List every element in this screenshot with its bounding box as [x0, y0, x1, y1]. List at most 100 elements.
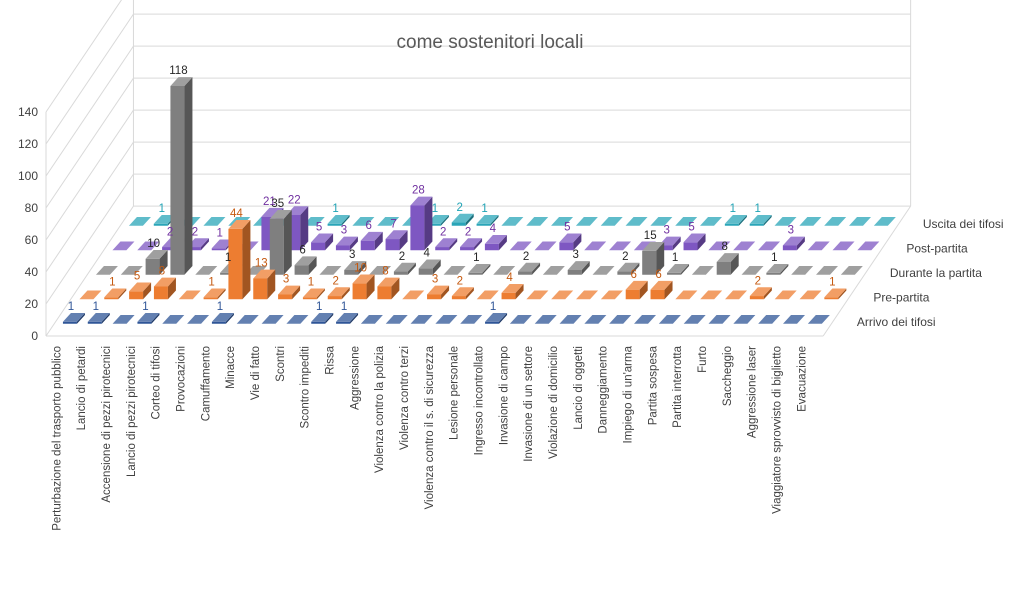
- data-label: 5: [316, 221, 322, 233]
- bar-top-face: [410, 314, 433, 324]
- bar-side-face: [325, 233, 334, 251]
- bar-side-face: [664, 280, 673, 300]
- bar: [162, 314, 185, 324]
- data-label: 1: [225, 252, 231, 264]
- bar: [733, 241, 756, 251]
- bar-top-face: [600, 290, 623, 300]
- data-label: 2: [440, 226, 446, 238]
- data-label: 2: [192, 226, 198, 238]
- category-label: Lancio di oggetti: [573, 346, 585, 430]
- bar: [741, 265, 764, 275]
- bar-top-face: [203, 288, 226, 298]
- bar: [402, 290, 425, 300]
- bar-front-face: [336, 321, 351, 324]
- bar-side-face: [581, 261, 590, 275]
- bar-front-face: [145, 258, 160, 275]
- bar-side-face: [482, 263, 491, 275]
- bar-top-face: [791, 265, 814, 275]
- bar-top-face: [286, 314, 309, 324]
- bar: [485, 312, 508, 324]
- bar-top-face: [451, 287, 474, 297]
- bar-top-face: [584, 314, 607, 324]
- data-label: 22: [288, 194, 301, 206]
- category-label: Lancio di petardi: [76, 346, 88, 430]
- bar-front-face: [782, 245, 797, 251]
- data-label: 3: [788, 225, 794, 237]
- bar-top-face: [625, 280, 648, 290]
- bar-side-face: [465, 287, 474, 300]
- series-label: Post-partita: [906, 241, 968, 255]
- bar-side-face: [76, 312, 85, 324]
- bar-top-face: [600, 216, 623, 226]
- data-label: 6: [655, 269, 661, 281]
- category-label: Viaggiatore sprovvisto di biglietto: [771, 346, 783, 514]
- bar-top-face: [402, 290, 425, 300]
- bar: [650, 216, 673, 226]
- category-label: Violenza contro terzi: [399, 346, 411, 450]
- bar-top-face: [443, 265, 466, 275]
- bar: [534, 241, 557, 251]
- bar: [120, 265, 143, 275]
- bar-top-face: [460, 314, 483, 324]
- bar: [609, 241, 632, 251]
- bar: [667, 263, 690, 275]
- bar-top-face: [418, 259, 441, 269]
- data-label: 1: [481, 203, 487, 215]
- bar-top-face: [873, 216, 896, 226]
- side-gridline: [45, 205, 134, 337]
- bar-top-face: [824, 288, 847, 298]
- series-label: Durante la partita: [890, 266, 982, 280]
- bar-side-face: [399, 230, 408, 251]
- bar: [783, 314, 806, 324]
- z-tick-label: 100: [18, 169, 38, 183]
- bar: [128, 216, 151, 226]
- bar-front-face: [468, 272, 483, 275]
- floor-right-edge: [822, 205, 912, 337]
- bar-front-face: [642, 250, 657, 275]
- z-tick-label: 60: [25, 233, 39, 247]
- bar-side-face: [101, 312, 110, 324]
- bar-front-face: [153, 286, 168, 300]
- bar-front-face: [567, 269, 582, 275]
- bar-top-face: [261, 314, 284, 324]
- category-label: Violenza contro la polizia: [374, 345, 386, 473]
- bar-front-face: [484, 243, 499, 251]
- bar-top-face: [542, 265, 565, 275]
- data-label: 1: [332, 203, 338, 215]
- bar: [725, 290, 748, 300]
- data-label: 1: [217, 301, 223, 313]
- bar: [675, 216, 698, 226]
- data-label: 1: [730, 203, 736, 215]
- series-label: Uscita dei tifosi: [923, 217, 1004, 231]
- bar-top-face: [369, 265, 392, 275]
- bar-top-face: [749, 287, 772, 297]
- bar: [600, 290, 623, 300]
- bar-top-face: [79, 290, 102, 300]
- bar-front-face: [335, 245, 350, 251]
- bar: [551, 290, 574, 300]
- data-label: 44: [230, 208, 243, 220]
- bar-side-face: [292, 285, 301, 300]
- data-label: 7: [390, 218, 396, 230]
- bar-front-face: [211, 248, 226, 251]
- bar-top-face: [377, 277, 400, 287]
- bar: [617, 262, 640, 275]
- bar-top-face: [501, 216, 524, 226]
- bar-top-face: [393, 262, 416, 272]
- bar-side-face: [440, 214, 449, 226]
- bar-side-face: [424, 196, 433, 251]
- bar: [824, 288, 847, 300]
- bar: [253, 269, 276, 300]
- bar-top-face: [335, 236, 358, 246]
- bar-top-face: [576, 290, 599, 300]
- bar-top-face: [526, 216, 549, 226]
- bar: [493, 265, 516, 275]
- bar-side-face: [639, 280, 648, 300]
- category-label: Corteo di tifosi: [151, 346, 163, 420]
- bar: [559, 314, 582, 324]
- bar-side-face: [780, 263, 789, 275]
- bar-top-face: [824, 216, 847, 226]
- bar-top-face: [700, 216, 723, 226]
- side-gridline: [45, 0, 123, 113]
